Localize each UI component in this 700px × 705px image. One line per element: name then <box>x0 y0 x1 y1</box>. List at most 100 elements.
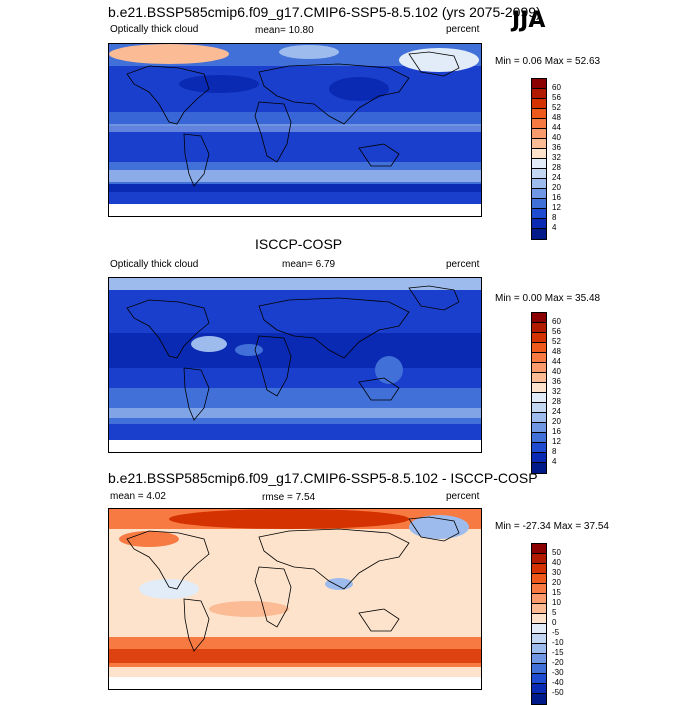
colorbar-swatch <box>532 443 546 453</box>
panel1-variable: Optically thick cloud <box>110 24 199 35</box>
panel2-map-plot <box>109 278 481 452</box>
panel3-map-plot <box>109 509 481 689</box>
panel1-field-greenland <box>399 48 479 72</box>
colorbar-swatch <box>532 393 546 403</box>
colorbar-tick-label: 32 <box>552 387 561 396</box>
coastline <box>358 377 400 401</box>
colorbar-swatch <box>532 453 546 463</box>
coastline <box>408 285 460 311</box>
colorbar-swatch <box>532 353 546 363</box>
panel2-coastlines <box>126 285 460 421</box>
panel3-map <box>108 508 482 690</box>
panel2-minmax: Min = 0.00 Max = 35.48 <box>495 293 601 304</box>
colorbar-swatch <box>532 129 546 139</box>
colorbar-swatch <box>532 684 546 694</box>
panel3-mean: mean = 4.02 <box>110 491 166 502</box>
panel3-colorbar-labels: 50 40 30 20 15 10 5 0 -5 -10 -15 -20 -30 -40 -50 <box>552 548 564 698</box>
colorbar-tick-label: 20 <box>552 578 561 587</box>
panel2-field-indian <box>235 344 263 356</box>
colorbar-tick-label: -5 <box>552 628 560 637</box>
colorbar-swatch <box>532 159 546 169</box>
colorbar-tick-label: -30 <box>552 668 564 677</box>
colorbar-tick-label: 12 <box>552 203 561 212</box>
colorbar-swatch <box>532 79 546 89</box>
colorbar-tick-label: 4 <box>552 457 557 466</box>
colorbar-tick-label: -10 <box>552 638 564 647</box>
colorbar-tick-label: 60 <box>552 83 561 92</box>
colorbar-tick-label: 56 <box>552 327 561 336</box>
panel2-mean: mean= 6.79 <box>282 259 336 270</box>
colorbar-swatch <box>532 109 546 119</box>
colorbar-tick-label: 15 <box>552 588 561 597</box>
colorbar-swatch <box>532 209 546 219</box>
colorbar-tick-label: 16 <box>552 427 561 436</box>
panel1-minmax: Min = 0.06 Max = 52.63 <box>495 56 601 67</box>
colorbar-swatch <box>532 413 546 423</box>
colorbar-swatch <box>532 229 546 239</box>
coastline <box>254 101 292 163</box>
panel1-map-plot <box>109 44 481 216</box>
coastline <box>258 528 410 590</box>
panel1-title: b.e21.BSSP585cmip6.f09_g17.CMIP6-SSP5-8.… <box>108 4 541 20</box>
panel2-colorbar-labels: 60 56 52 48 44 40 36 32 28 24 20 16 12 8 4 <box>552 317 561 467</box>
colorbar-swatch <box>532 373 546 383</box>
panel1-field-atlantic-deep <box>179 75 259 93</box>
coastline <box>126 65 210 125</box>
panel3-field-east-pacific <box>139 579 199 599</box>
colorbar-swatch <box>532 149 546 159</box>
colorbar-swatch <box>532 574 546 584</box>
colorbar-tick-label: 8 <box>552 213 557 222</box>
panel3-missing <box>109 677 481 689</box>
colorbar-swatch <box>532 199 546 209</box>
coastline <box>258 63 410 125</box>
colorbar-swatch <box>532 654 546 664</box>
colorbar-tick-label: 50 <box>552 548 561 557</box>
panel2-map <box>108 277 482 453</box>
panel3-field-indian-warm <box>209 601 289 617</box>
colorbar-swatch <box>532 89 546 99</box>
colorbar-swatch <box>532 433 546 443</box>
panel1-coastlines <box>126 51 460 187</box>
colorbar-swatch <box>532 423 546 433</box>
coastline <box>358 608 400 632</box>
colorbar-tick-label: 44 <box>552 357 561 366</box>
panel2-field-tropics <box>109 333 481 368</box>
panel2-field-south-ocean <box>109 388 481 424</box>
panel1-units: percent <box>446 24 480 35</box>
panel1-mean: mean= 10.80 <box>255 25 314 36</box>
colorbar-swatch <box>532 554 546 564</box>
colorbar-tick-label: 16 <box>552 193 561 202</box>
colorbar-tick-label: 30 <box>552 568 561 577</box>
panel3-coastlines <box>126 516 460 652</box>
colorbar-swatch <box>532 614 546 624</box>
colorbar-tick-label: 44 <box>552 123 561 132</box>
panel3-minmax: Min = -27.34 Max = 37.54 <box>495 521 609 532</box>
colorbar-swatch <box>532 363 546 373</box>
panel3-field-arctic <box>169 509 409 529</box>
panel3-colorbar <box>531 543 547 705</box>
panel2-missing <box>109 440 481 452</box>
colorbar-tick-label: 20 <box>552 417 561 426</box>
panel2-field-africa <box>191 336 227 352</box>
coastline <box>126 530 210 590</box>
colorbar-swatch <box>532 169 546 179</box>
panel2-colorbar <box>531 312 547 474</box>
panel1-colorbar <box>531 78 547 240</box>
colorbar-tick-label: 48 <box>552 347 561 356</box>
panel1-field-arctic-warm <box>109 44 229 64</box>
colorbar-tick-label: 24 <box>552 173 561 182</box>
colorbar-tick-label: 10 <box>552 598 561 607</box>
colorbar-tick-label: 40 <box>552 133 561 142</box>
panel1-field-pacific-deep <box>329 77 389 101</box>
panel1-field-south-edge <box>109 184 481 192</box>
colorbar-tick-label: 5 <box>552 608 557 617</box>
colorbar-swatch <box>532 139 546 149</box>
colorbar-tick-label: -20 <box>552 658 564 667</box>
colorbar-tick-label: 60 <box>552 317 561 326</box>
colorbar-swatch <box>532 564 546 574</box>
colorbar-swatch <box>532 694 546 704</box>
panel3-rmse: rmse = 7.54 <box>262 492 316 503</box>
colorbar-tick-label: -15 <box>552 648 564 657</box>
colorbar-swatch <box>532 463 546 473</box>
